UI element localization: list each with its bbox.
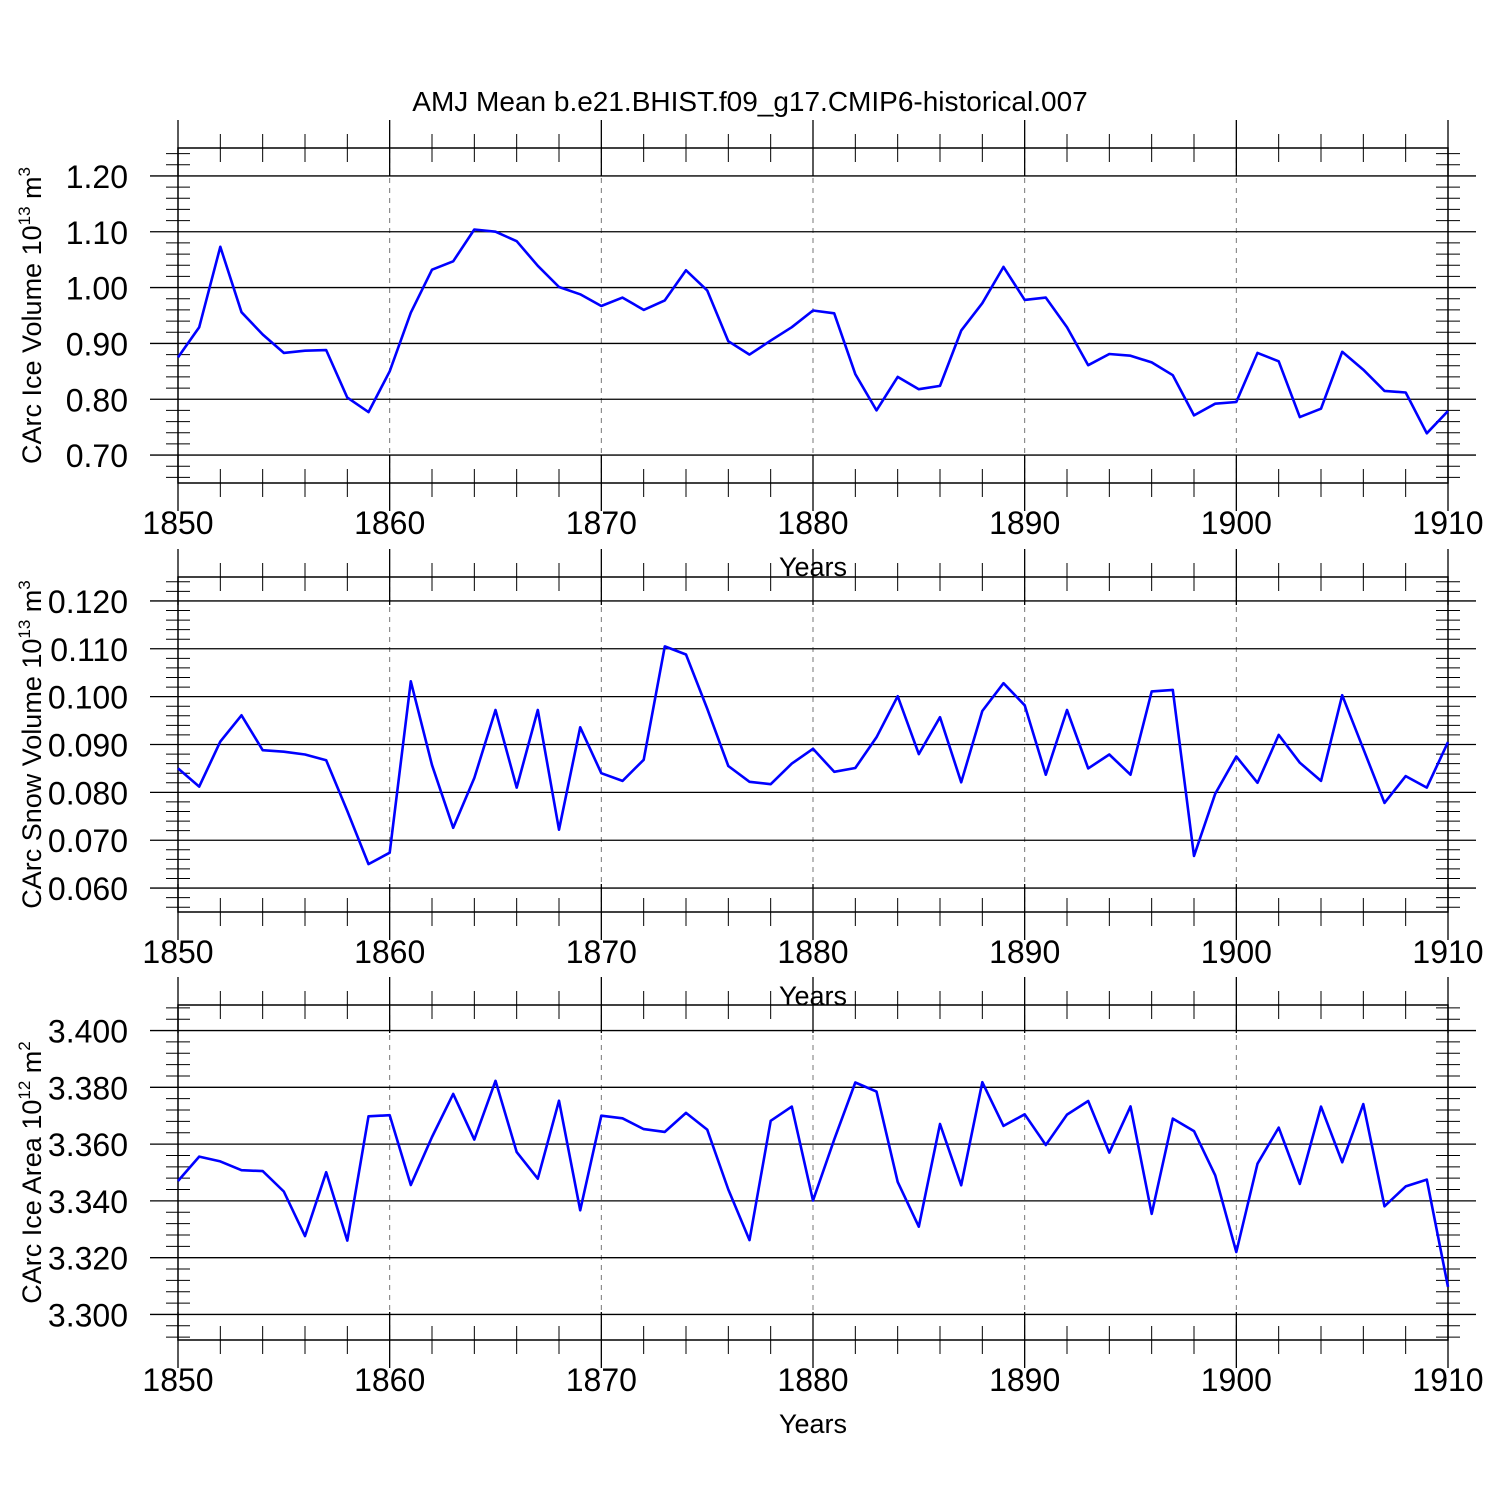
y-tick-label: 3.360	[48, 1127, 128, 1163]
x-tick-label: 1880	[777, 934, 848, 970]
y-tick-label: 0.060	[48, 871, 128, 907]
x-tick-label: 1850	[142, 934, 213, 970]
y-axis-label: CArc Ice Area 1012 m2	[15, 1041, 47, 1304]
x-tick-label: 1900	[1201, 934, 1272, 970]
chart-title: AMJ Mean b.e21.BHIST.f09_g17.CMIP6-histo…	[412, 86, 1087, 117]
x-tick-label: 1870	[566, 1362, 637, 1398]
x-tick-label: 1860	[354, 1362, 425, 1398]
y-tick-label: 0.70	[66, 438, 128, 474]
chart-panel-2: 0.060 0.070 0.080 0.090 0.100 0.110 0.120 1850 1…	[15, 549, 1484, 1011]
y-tick-label: 0.080	[48, 775, 128, 811]
x-axis-label: Years	[779, 1409, 847, 1439]
x-tick-label: 1850	[142, 1362, 213, 1398]
chart-panel-3: 3.300 3.320 3.340 3.360 3.380 3.400 1850 1860 18…	[15, 977, 1484, 1439]
y-tick-label: 0.070	[48, 823, 128, 859]
y-tick-label: 3.400	[48, 1014, 128, 1050]
x-tick-label: 1910	[1412, 505, 1483, 541]
y-tick-label: 3.320	[48, 1241, 128, 1277]
y-tick-label: 0.100	[48, 680, 128, 716]
y-tick-label: 1.20	[66, 159, 128, 195]
y-tick-label: 0.110	[50, 632, 128, 668]
x-tick-label: 1900	[1201, 505, 1272, 541]
x-tick-label: 1850	[142, 505, 213, 541]
y-tick-label: 3.300	[48, 1297, 128, 1333]
y-tick-label: 0.80	[66, 382, 128, 418]
y-tick-label: 0.120	[48, 584, 128, 620]
chart-panel-1: 0.70 0.80 0.90 1.00 1.10 1.20 1850 1860 1870 1880…	[15, 120, 1484, 582]
y-axis-label: CArc Ice Volume 1013 m3	[15, 167, 47, 464]
x-tick-label: 1910	[1412, 1362, 1483, 1398]
y-axis-label: CArc Snow Volume 1013 m3	[15, 580, 47, 909]
x-tick-label: 1910	[1412, 934, 1483, 970]
x-tick-label: 1880	[777, 1362, 848, 1398]
x-tick-label: 1900	[1201, 1362, 1272, 1398]
y-tick-label: 3.340	[48, 1184, 128, 1220]
x-tick-label: 1870	[566, 505, 637, 541]
y-tick-label: 0.090	[48, 728, 128, 764]
x-tick-label: 1870	[566, 934, 637, 970]
x-tick-label: 1890	[989, 1362, 1060, 1398]
series-line-1	[176, 228, 1449, 435]
y-tick-label: 1.00	[66, 271, 128, 307]
x-tick-label: 1890	[989, 934, 1060, 970]
x-tick-label: 1860	[354, 505, 425, 541]
series-line-1	[177, 645, 1450, 866]
y-tick-label: 3.380	[48, 1070, 128, 1106]
x-tick-label: 1860	[354, 934, 425, 970]
x-tick-label: 1880	[777, 505, 848, 541]
x-tick-label: 1890	[989, 505, 1060, 541]
series-line-1	[177, 1079, 1450, 1288]
y-tick-label: 1.10	[66, 215, 128, 251]
y-tick-label: 0.90	[66, 326, 128, 362]
